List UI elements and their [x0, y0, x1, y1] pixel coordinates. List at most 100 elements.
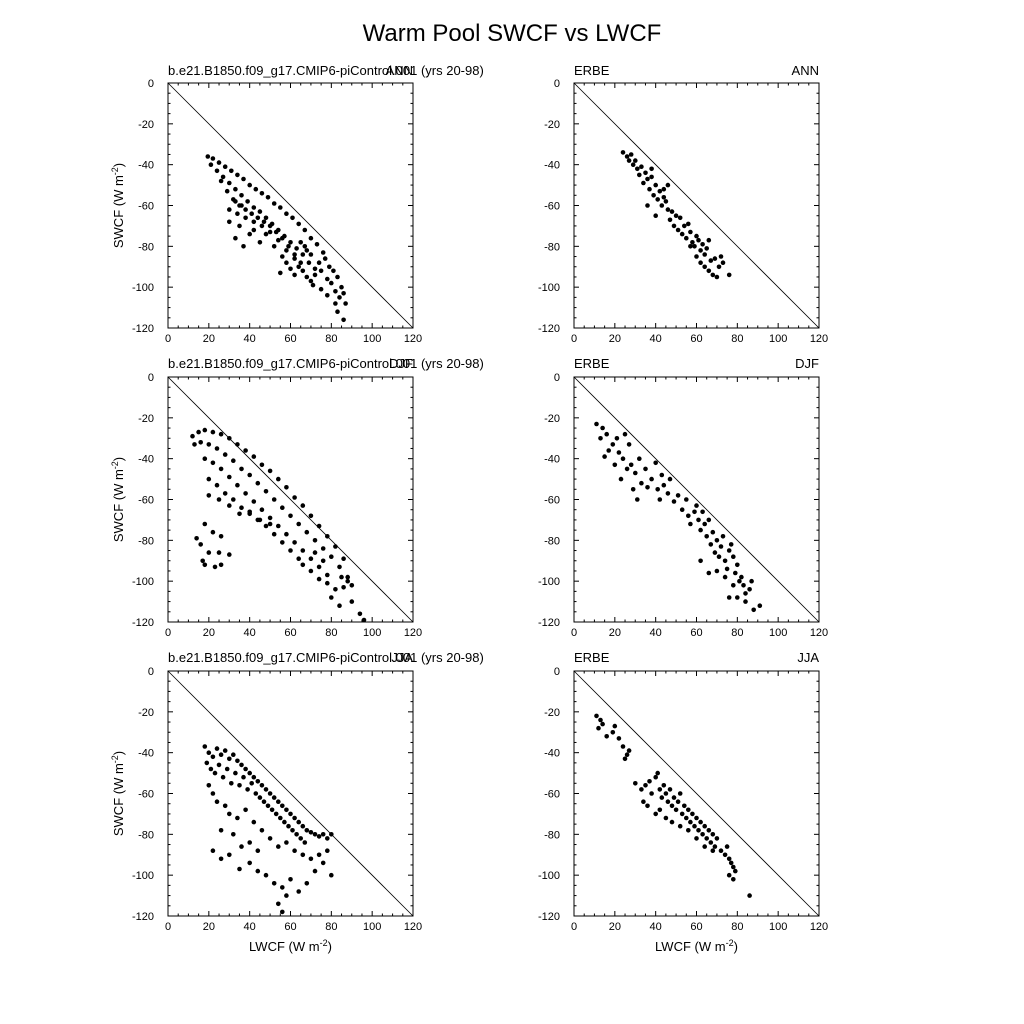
scatter-point [239, 466, 244, 472]
scatter-points [594, 713, 752, 898]
scatter-point [233, 235, 238, 241]
scatter-point [702, 252, 707, 257]
scatter-point [647, 186, 652, 192]
scatter-point [308, 830, 314, 835]
y-tick-label: -60 [544, 495, 560, 507]
scatter-point [235, 211, 240, 216]
scatter-point [251, 499, 257, 504]
scatter-point [710, 272, 716, 278]
scatter-point [206, 550, 212, 555]
scatter-point [292, 815, 297, 821]
x-tick-label: 120 [810, 921, 828, 933]
scatter-point [726, 856, 732, 862]
scatter-point [694, 254, 699, 259]
scatter-point [645, 203, 650, 208]
scatter-point [216, 762, 222, 768]
scatter-point [218, 534, 224, 539]
scatter-point [686, 513, 691, 519]
scatter-point [688, 521, 693, 527]
y-tick-label: -100 [538, 870, 560, 882]
y-tick-label: -40 [544, 160, 560, 172]
scatter-point [626, 442, 632, 447]
y-tick-label: -40 [138, 748, 154, 760]
x-tick-label: 60 [690, 627, 702, 639]
scatter-point [671, 499, 677, 504]
scatter-point [216, 497, 222, 502]
scatter-point [737, 578, 742, 584]
x-tick-label: 0 [165, 333, 171, 345]
y-tick-label: -100 [132, 282, 154, 294]
scatter-point [239, 203, 244, 208]
scatter-point [222, 748, 228, 753]
scatter-point [335, 274, 340, 280]
scatter-point [231, 497, 236, 502]
scatter-point [218, 178, 224, 184]
scatter-point [251, 205, 257, 210]
scatter-point [316, 834, 322, 839]
scatter-point [251, 454, 257, 459]
scatter-point [620, 456, 626, 462]
scatter-point [276, 799, 281, 804]
scatter-point [300, 562, 306, 568]
scatter-point [661, 482, 667, 488]
scatter-point [190, 433, 195, 439]
scatter-point [633, 158, 638, 163]
y-tick-label: -80 [138, 829, 154, 841]
scatter-point [251, 819, 257, 825]
scatter-point [288, 513, 293, 519]
scatter-point [643, 466, 648, 472]
scatter-point [237, 511, 242, 517]
x-tick-label: 40 [244, 333, 256, 345]
scatter-point [218, 431, 224, 437]
scatter-point [600, 721, 605, 727]
scatter-point [747, 587, 752, 592]
scatter-points [594, 421, 763, 613]
scatter-point [247, 472, 252, 478]
scatter-point [630, 162, 636, 167]
scatter-point [610, 730, 616, 735]
scatter-point [218, 828, 224, 833]
scatter-point [312, 266, 318, 272]
scatter-point [657, 787, 663, 792]
x-tick-label: 100 [769, 333, 787, 345]
scatter-point [669, 819, 675, 825]
scatter-point [276, 237, 281, 243]
y-tick-label: -40 [138, 454, 154, 466]
scatter-point [218, 752, 224, 757]
scatter-point [243, 807, 248, 813]
y-tick-label: -40 [544, 454, 560, 466]
scatter-point [329, 872, 334, 878]
scatter-point [284, 807, 289, 813]
scatter-point [657, 807, 663, 813]
scatter-point [671, 223, 677, 229]
scatter-point [677, 823, 683, 829]
scatter-point [731, 554, 736, 559]
panel-season-label: DJF [795, 356, 819, 371]
scatter-point [624, 154, 630, 159]
scatter-point [241, 244, 246, 249]
x-tick-label: 120 [810, 333, 828, 345]
x-tick-label: 0 [165, 627, 171, 639]
scatter-point [628, 462, 634, 468]
y-tick-label: -20 [544, 707, 560, 719]
scatter-point [202, 456, 208, 462]
scatter-point [245, 787, 250, 792]
one-to-one-line [573, 82, 820, 329]
scatter-point [325, 580, 330, 586]
scatter-point [659, 795, 665, 800]
scatter-point [665, 799, 671, 804]
scatter-point [205, 154, 211, 159]
scatter-point [210, 156, 216, 161]
scatter-point [610, 442, 616, 447]
scatter-point [651, 193, 656, 198]
scatter-point [263, 215, 269, 221]
scatter-point [320, 860, 326, 866]
scatter-point [263, 489, 269, 494]
scatter-point [288, 811, 293, 817]
scatter-point [243, 766, 248, 772]
scatter-point [233, 770, 238, 776]
scatter-point [257, 209, 263, 214]
scatter-point [598, 436, 603, 441]
scatter-point [698, 558, 703, 564]
y-tick-label: 0 [148, 666, 154, 678]
